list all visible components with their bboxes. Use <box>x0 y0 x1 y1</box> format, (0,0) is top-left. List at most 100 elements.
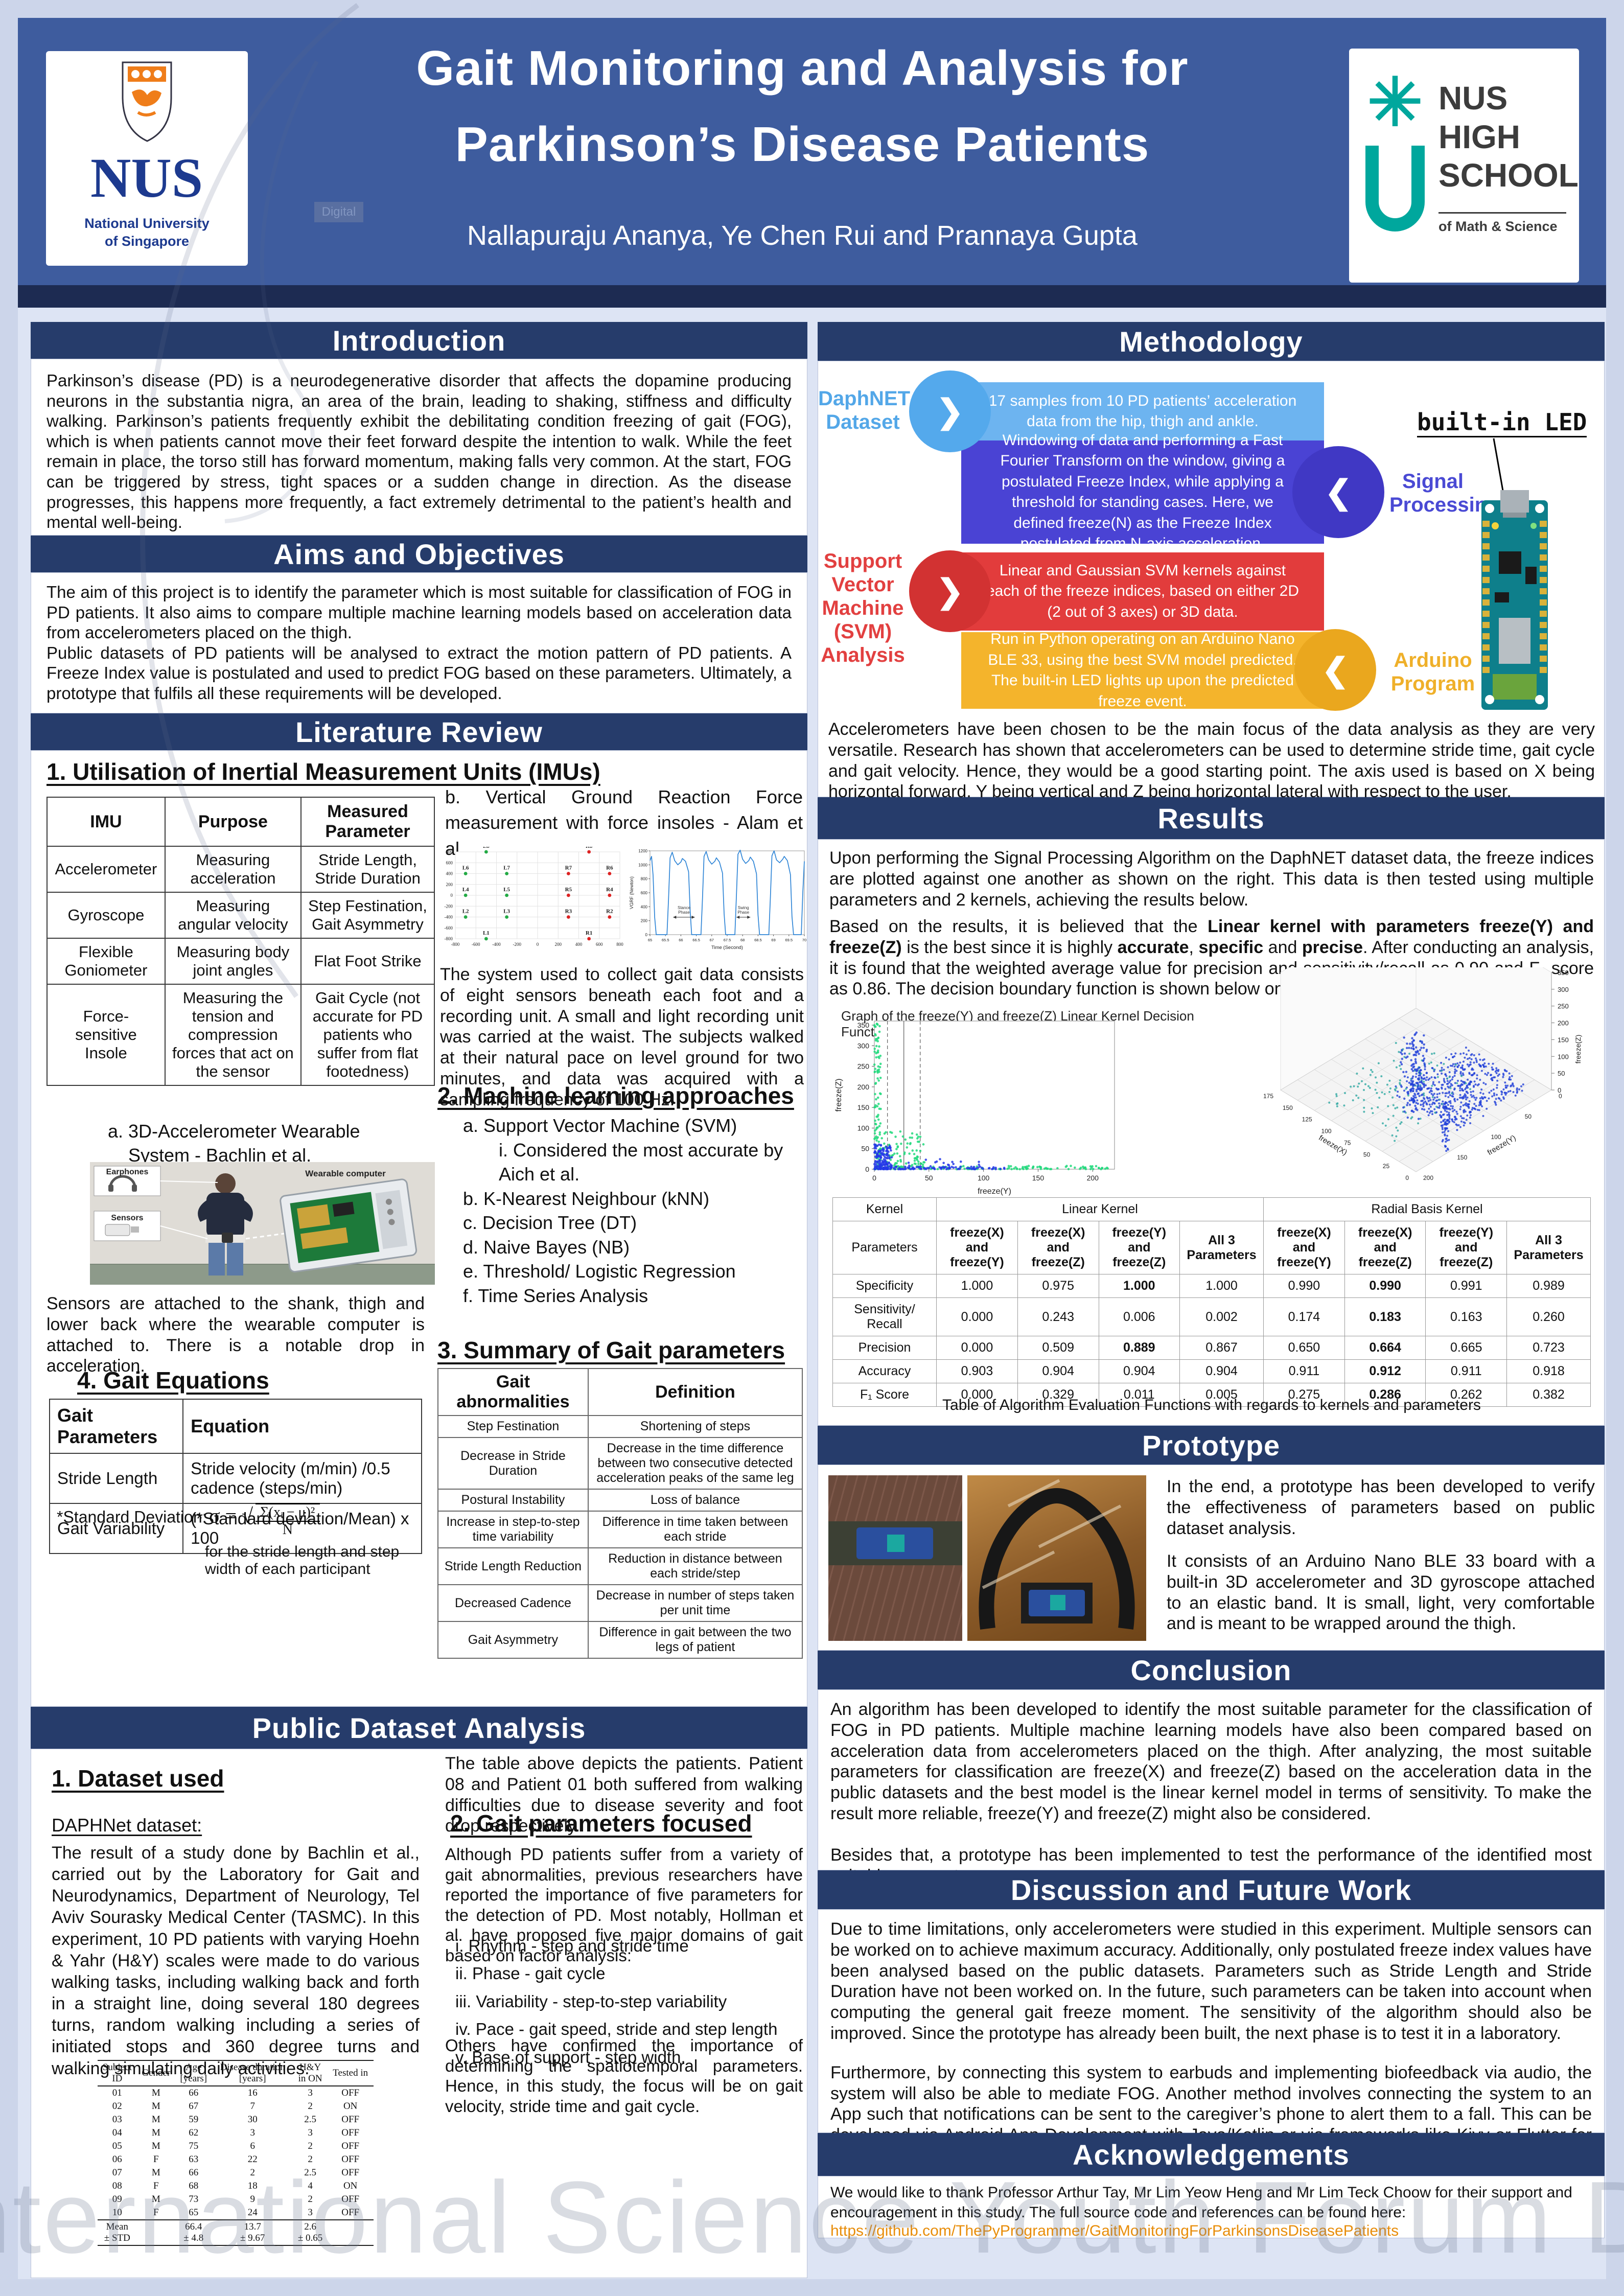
subject-cell: OFF <box>341 2167 360 2178</box>
methodology-panel: 17 samples from 10 PD patients’ accelera… <box>818 361 1605 801</box>
gait-domain-item: iii. Variability - step-to-step variabil… <box>455 1991 727 2011</box>
ml-list-item: c. Decision Tree (DT) <box>463 1212 637 1234</box>
subject-cell: 2 <box>308 2154 313 2165</box>
subject-cell: OFF <box>341 2127 360 2138</box>
subject-cell: 62 <box>189 2127 199 2138</box>
table-cell: Gyroscope <box>47 892 166 939</box>
flow-label-svm: Support Vector Machine (SVM) Analysis <box>821 550 905 666</box>
subject-cell: M <box>151 2088 160 2098</box>
eval-row-label: Specificity <box>832 1274 937 1298</box>
flow-label-arduino: Arduino Program <box>1390 649 1475 695</box>
svg-text:0: 0 <box>451 893 453 898</box>
section-title: Prototype <box>1142 1429 1281 1462</box>
section-title: Results <box>1157 802 1265 834</box>
table-cell: Flat Foot Strike <box>300 938 435 985</box>
svg-text:150: 150 <box>1283 1104 1293 1111</box>
section-title: Literature Review <box>295 715 543 748</box>
svg-text:0: 0 <box>865 1165 869 1173</box>
eval-value-cell: 0.006 <box>1098 1297 1180 1336</box>
table-row: Decrease in Stride Duration Decrease in t… <box>437 1437 803 1490</box>
subject-cell: 30 <box>247 2114 258 2125</box>
subject-row: 09 M 73 9 2 OFF <box>98 2193 374 2206</box>
svg-text:R5: R5 <box>565 887 572 893</box>
eval-value-cell: 0.867 <box>1179 1336 1264 1360</box>
flow-arrow-arduino-icon: ❮ <box>1294 629 1376 711</box>
section-bar-literature: Literature Review <box>31 713 807 750</box>
methodology-footer-text: Accelerometers have been chosen to be th… <box>828 720 1595 802</box>
subject-header-cell: Disease duration [years] <box>212 2060 293 2086</box>
svg-text:R2: R2 <box>606 909 613 915</box>
svg-text:0: 0 <box>1559 1093 1562 1100</box>
subject-header-cell: Subject ID <box>98 2060 137 2086</box>
svg-text:0: 0 <box>537 942 539 947</box>
eval-value-cell: 0.262 <box>1425 1383 1507 1407</box>
bachlin-caption-line1: a. 3D-Accelerometer Wearable <box>108 1121 360 1142</box>
table-cell: Difference in time taken between each st… <box>587 1511 803 1548</box>
table-cell: Decreased Cadence <box>437 1584 589 1622</box>
section-title: Discussion and Future Work <box>1010 1873 1412 1906</box>
eval-value-cell: 0.665 <box>1425 1336 1507 1360</box>
subject-cell: 3 <box>308 2207 313 2218</box>
subject-cell: 2 <box>250 2167 255 2178</box>
svg-text:67.5: 67.5 <box>724 938 731 942</box>
eval-data-row: Precision 0.000 0.509 0.889 0.867 0.650 0.664 0… <box>832 1336 1591 1360</box>
discussion-para1: Due to time limitations, only accelerome… <box>830 1919 1592 2043</box>
table-cell: Postural Instability <box>437 1489 589 1512</box>
table-row: Accelerometer Measuring acceleration Strid… <box>47 846 435 893</box>
nus-logo: NUS National University of Singapore <box>46 51 248 266</box>
subject-cell: 24 <box>247 2207 258 2218</box>
ml-list-item: b. K-Nearest Neighbour (kNN) <box>463 1188 710 1209</box>
public-dataset-panel: 1. Dataset used DAPHNet dataset: The res… <box>31 1749 807 2278</box>
subject-cell: OFF <box>341 2141 360 2151</box>
others-text: Others have confirmed the importance of … <box>445 2036 803 2116</box>
svg-text:66.5: 66.5 <box>692 938 700 942</box>
daphnet-label: DAPHNet dataset: <box>52 1815 202 1836</box>
table-cell: Measuring acceleration <box>164 846 301 893</box>
subject-cell: 66 <box>189 2088 199 2098</box>
led-label: built-in LED <box>1417 408 1587 437</box>
subject-cell: 16 <box>247 2088 258 2098</box>
svg-text:L6: L6 <box>462 865 469 871</box>
table-cell: Shortening of steps <box>587 1415 803 1438</box>
svg-text:Swing: Swing <box>738 906 749 910</box>
subject-cell: F <box>153 2207 159 2218</box>
svg-text:400: 400 <box>641 905 648 909</box>
svg-text:-600: -600 <box>472 942 480 947</box>
svg-text:350: 350 <box>1558 969 1569 977</box>
svg-text:200: 200 <box>555 942 562 947</box>
subject-cell: 63 <box>189 2154 199 2165</box>
subject-row: 06 F 63 22 2 OFF <box>98 2153 374 2166</box>
eval-value-cell: 0.991 <box>1425 1274 1507 1298</box>
poster-title: Gait Monitoring and Analysis for Parkins… <box>286 31 1318 183</box>
eval-value-cell: 0.011 <box>1098 1383 1180 1407</box>
eval-value-cell: 0.904 <box>1179 1359 1264 1383</box>
github-link[interactable]: https://github.com/ThePyProgrammer/GaitM… <box>830 2222 1399 2239</box>
svg-text:200: 200 <box>446 882 453 887</box>
svg-text:65.5: 65.5 <box>662 938 669 942</box>
subject-footer-cell: 2.6 ± 0.65 <box>293 2219 328 2246</box>
table-cell: Decrease in number of steps taken per un… <box>587 1584 803 1622</box>
evaluation-table: Kernel Linear Kernel Radial Basis Kernel Pa… <box>832 1197 1591 1407</box>
subject-cell: OFF <box>341 2088 360 2098</box>
subject-cell: 07 <box>112 2167 122 2178</box>
eval-value-cell: 0.889 <box>1098 1336 1180 1360</box>
section-title: Conclusion <box>1130 1654 1292 1686</box>
prototype-photo-band <box>967 1475 1146 1641</box>
subject-cell: 05 <box>112 2141 122 2151</box>
table-header-cell: Measured Parameter <box>300 797 435 847</box>
sigma-numerator: Σ(xᵢ − μ)² <box>255 1504 320 1522</box>
svg-text:68.5: 68.5 <box>754 938 762 942</box>
prototype-photo-thigh <box>828 1475 962 1641</box>
ml-list-item: d. Naive Bayes (NB) <box>463 1236 630 1258</box>
section-bar-aims: Aims and Objectives <box>31 536 807 572</box>
flow-arrow-daphnet-icon: ❯ <box>909 370 991 452</box>
svg-text:600: 600 <box>596 942 603 947</box>
eval-param-row: Parameters freeze(X) and freeze(Y) freeze(… <box>832 1221 1591 1274</box>
eval-param-cell: freeze(Y) and freeze(Z) <box>1425 1221 1507 1274</box>
table-cell: Step Festination, Gait Asymmetry <box>300 892 435 939</box>
header-band <box>18 18 1606 285</box>
table-row: Gait Asymmetry Difference in gait between… <box>437 1621 803 1659</box>
table-row: Stride Length Stride velocity (m/min) /0.… <box>49 1453 422 1504</box>
subject-cell: M <box>151 2127 160 2138</box>
system-text: The system used to collect gait data con… <box>440 965 804 1109</box>
